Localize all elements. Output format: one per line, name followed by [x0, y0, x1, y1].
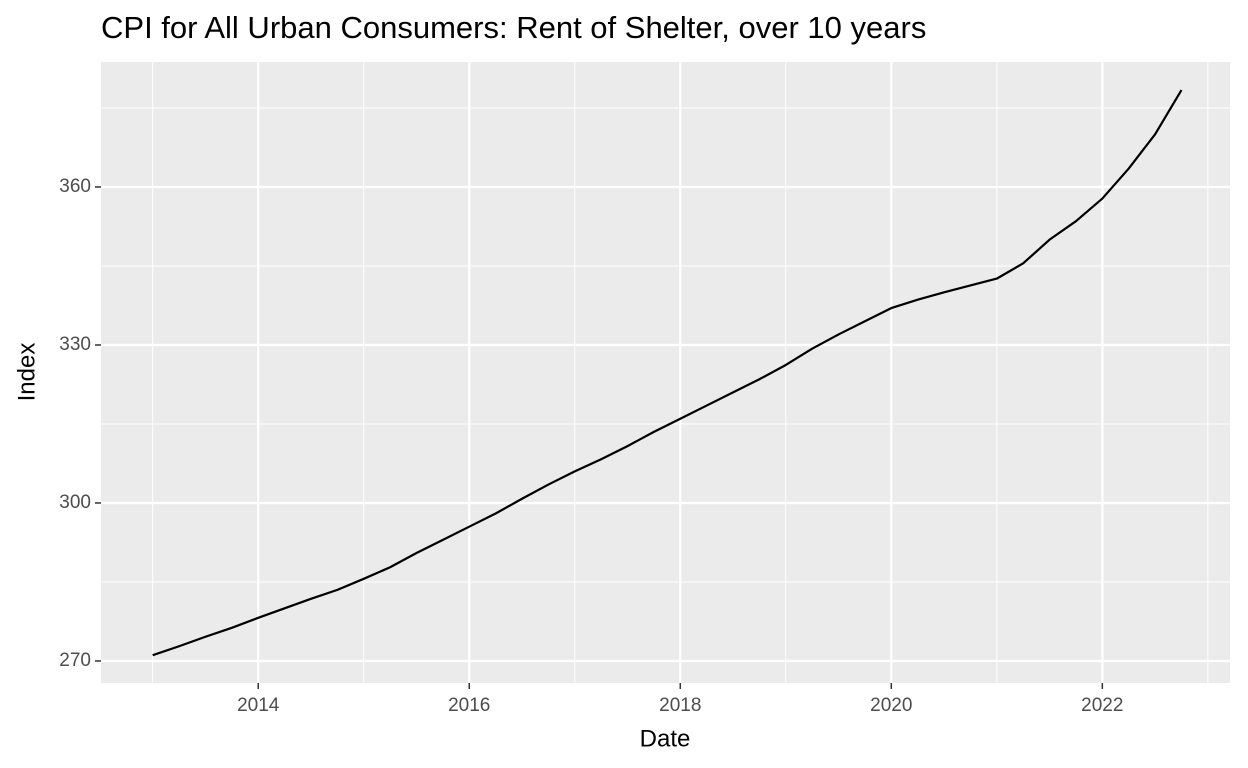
- x-tick-label: 2022: [1081, 695, 1123, 716]
- y-tick-label: 300: [59, 492, 91, 513]
- x-axis-title: Date: [640, 725, 691, 752]
- x-tick-label: 2014: [237, 695, 280, 716]
- y-tick-label: 270: [59, 650, 91, 671]
- x-tick-label: 2016: [448, 695, 490, 716]
- data-line: [152, 89, 1183, 657]
- y-tick-label: 360: [59, 176, 91, 197]
- panel: [101, 62, 1230, 683]
- chart-title: CPI for All Urban Consumers: Rent of She…: [101, 10, 926, 45]
- x-tick-label: 2018: [659, 695, 701, 716]
- y-tick-label: 330: [59, 334, 91, 355]
- x-tick-label: 2020: [870, 695, 912, 716]
- y-axis-title: Index: [13, 343, 40, 402]
